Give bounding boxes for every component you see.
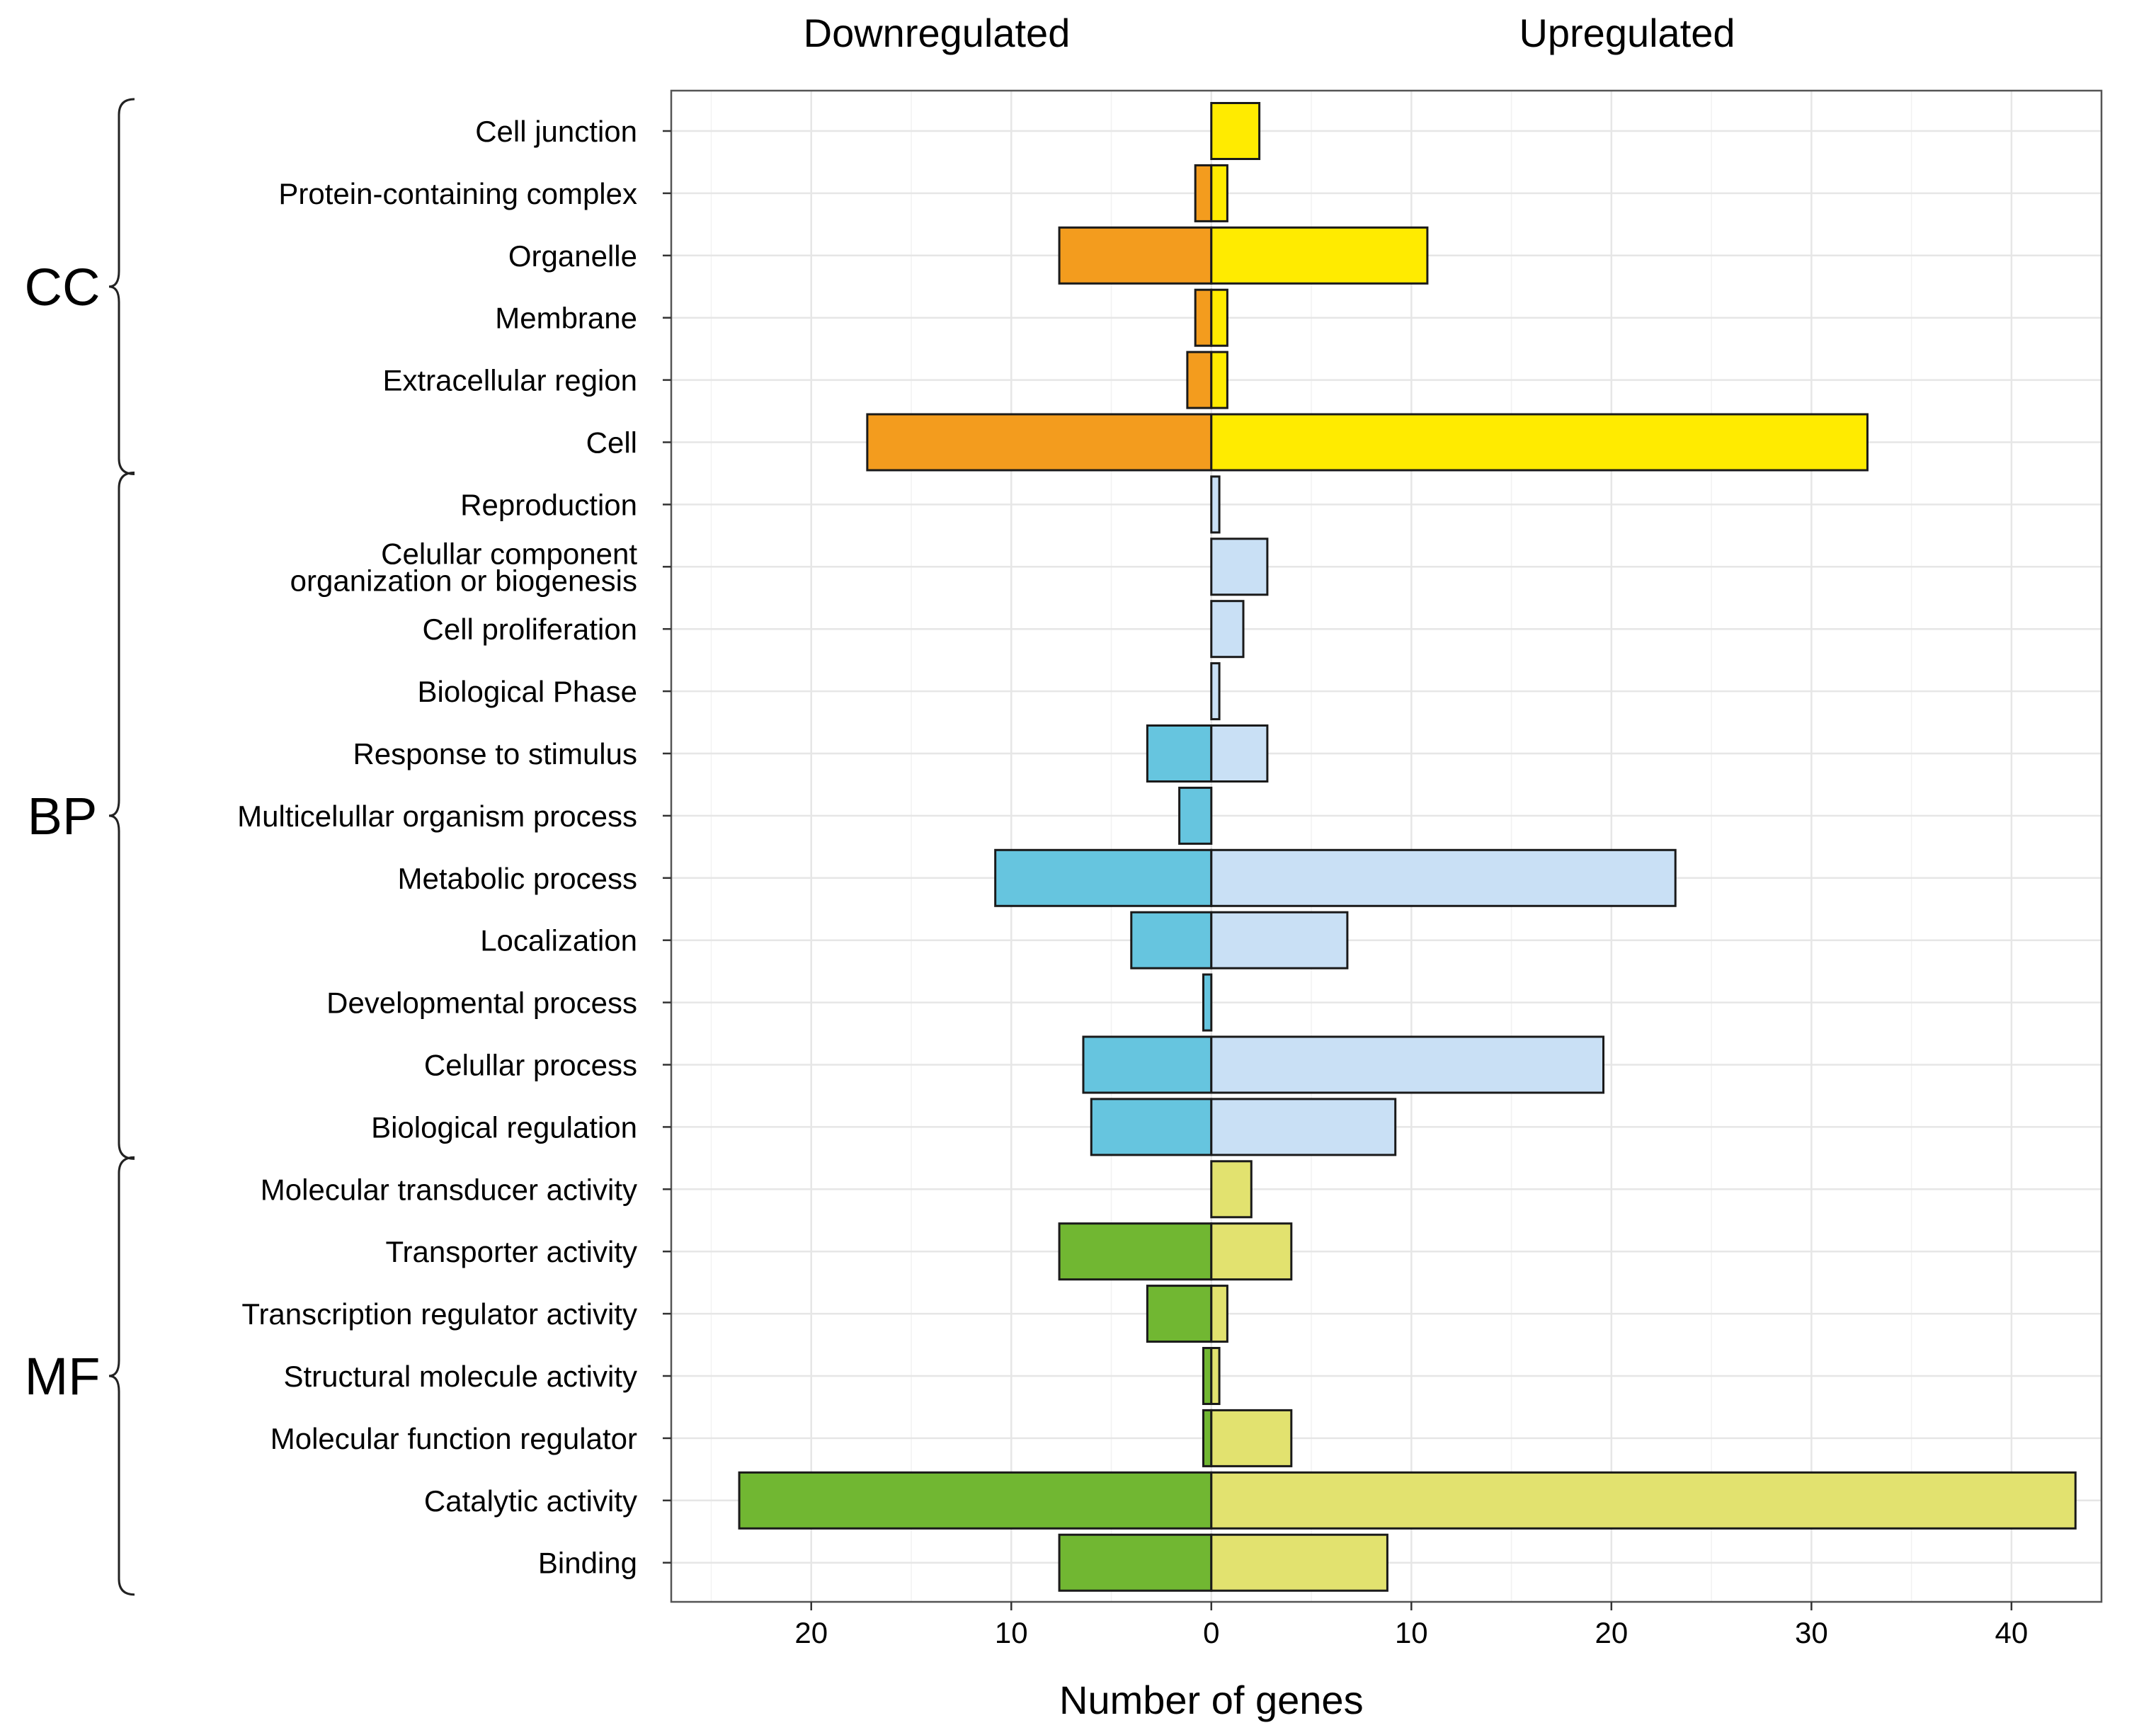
category-label: Extracellular region — [382, 364, 637, 397]
bar-upregulated — [1210, 1035, 1605, 1094]
bar-downregulated — [1186, 351, 1213, 409]
bar-upregulated — [1210, 1285, 1228, 1343]
bar-upregulated — [1210, 351, 1228, 409]
category-label: Membrane — [495, 302, 637, 335]
category-label: Response to stimulus — [353, 737, 637, 770]
bar-downregulated — [1058, 1222, 1213, 1281]
group-label-cc: CC — [25, 258, 101, 317]
category-label: Celullar process — [424, 1049, 637, 1082]
x-tick-label: 10 — [995, 1616, 1028, 1649]
category-label: Molecular transducer activity — [261, 1173, 637, 1206]
category-label: Transcription regulator activity — [241, 1297, 637, 1331]
category-label: Cell proliferation — [423, 613, 637, 646]
x-tick-label: 30 — [1795, 1616, 1828, 1649]
bar-downregulated — [1202, 1347, 1213, 1405]
bar-layer — [738, 102, 2077, 1592]
category-label: Protein-containing complex — [278, 177, 637, 210]
bar-upregulated — [1210, 1409, 1293, 1467]
group-label-mf: MF — [25, 1347, 101, 1406]
bar-upregulated — [1210, 911, 1349, 969]
bar-downregulated — [1202, 1409, 1213, 1467]
bar-upregulated — [1210, 1222, 1293, 1281]
bar-downregulated — [1178, 786, 1213, 845]
bar-upregulated — [1210, 662, 1221, 721]
bar-upregulated — [1210, 1533, 1388, 1592]
bar-upregulated — [1210, 600, 1245, 659]
category-label: Binding — [538, 1547, 637, 1580]
bar-downregulated — [1202, 973, 1213, 1032]
category-label: Catalytic activity — [424, 1484, 637, 1518]
x-tick-label: 40 — [1995, 1616, 2029, 1649]
category-label: Developmental process — [326, 986, 637, 1020]
category-label: Metabolic process — [398, 862, 637, 895]
bar-downregulated — [738, 1471, 1213, 1530]
category-label: Transporter activity — [385, 1235, 637, 1268]
x-axis-ticks: 20 10 0 10 20 30 40 — [794, 1602, 2028, 1649]
category-label: Reproduction — [460, 488, 637, 521]
bar-upregulated — [1210, 475, 1221, 534]
bar-upregulated — [1210, 1160, 1253, 1219]
bar-downregulated — [1194, 164, 1213, 222]
category-label: organization or biogenesis — [290, 564, 637, 597]
category-labels: Cell junction Protein-containing complex O… — [237, 115, 671, 1580]
x-tick-label: 0 — [1203, 1616, 1219, 1649]
grid-layer — [671, 91, 2101, 1602]
group-brace — [108, 98, 135, 475]
category-label: Biological regulation — [371, 1110, 637, 1144]
bar-upregulated — [1210, 102, 1261, 160]
bar-upregulated — [1210, 288, 1228, 347]
category-label: Structural molecule activity — [283, 1360, 637, 1393]
bar-upregulated — [1210, 164, 1228, 222]
x-tick-label: 20 — [794, 1616, 828, 1649]
bar-upregulated — [1210, 724, 1269, 783]
panel-border — [670, 89, 2103, 1603]
category-label: Multicelullar organism process — [237, 800, 637, 833]
group-brackets: CC BP MF — [25, 98, 135, 1596]
category-label: Biological Phase — [417, 675, 637, 708]
x-tick-label: 10 — [1395, 1616, 1428, 1649]
category-label: Cell — [586, 426, 637, 460]
bar-upregulated — [1210, 413, 1869, 472]
category-label: Molecular function regulator — [270, 1422, 637, 1455]
category-label: Cell junction — [475, 115, 637, 148]
bar-upregulated — [1210, 1471, 2077, 1530]
bar-downregulated — [1082, 1035, 1213, 1094]
bar-downregulated — [1058, 226, 1213, 285]
category-label: Celullar component — [381, 537, 637, 570]
group-brace — [108, 1156, 135, 1596]
bar-downregulated — [1194, 288, 1213, 347]
x-axis-title: Number of genes — [1059, 1678, 1364, 1722]
bar-upregulated — [1210, 1347, 1221, 1405]
bar-upregulated — [1210, 226, 1429, 285]
bar-downregulated — [1146, 1285, 1213, 1343]
bar-downregulated — [1090, 1098, 1213, 1156]
group-brace — [108, 471, 135, 1160]
bar-upregulated — [1210, 848, 1677, 907]
category-label: Organelle — [508, 239, 637, 273]
bar-downregulated — [1058, 1533, 1213, 1592]
header-upregulated: Upregulated — [1519, 11, 1735, 55]
bar-downregulated — [994, 848, 1213, 907]
bar-downregulated — [866, 413, 1213, 472]
header-downregulated: Downregulated — [804, 11, 1071, 55]
bar-upregulated — [1210, 537, 1269, 596]
category-label: Localization — [480, 924, 637, 957]
x-tick-label: 20 — [1595, 1616, 1628, 1649]
bar-upregulated — [1210, 1098, 1397, 1156]
group-label-bp: BP — [28, 787, 98, 846]
bar-downregulated — [1146, 724, 1213, 783]
bar-downregulated — [1130, 911, 1213, 969]
